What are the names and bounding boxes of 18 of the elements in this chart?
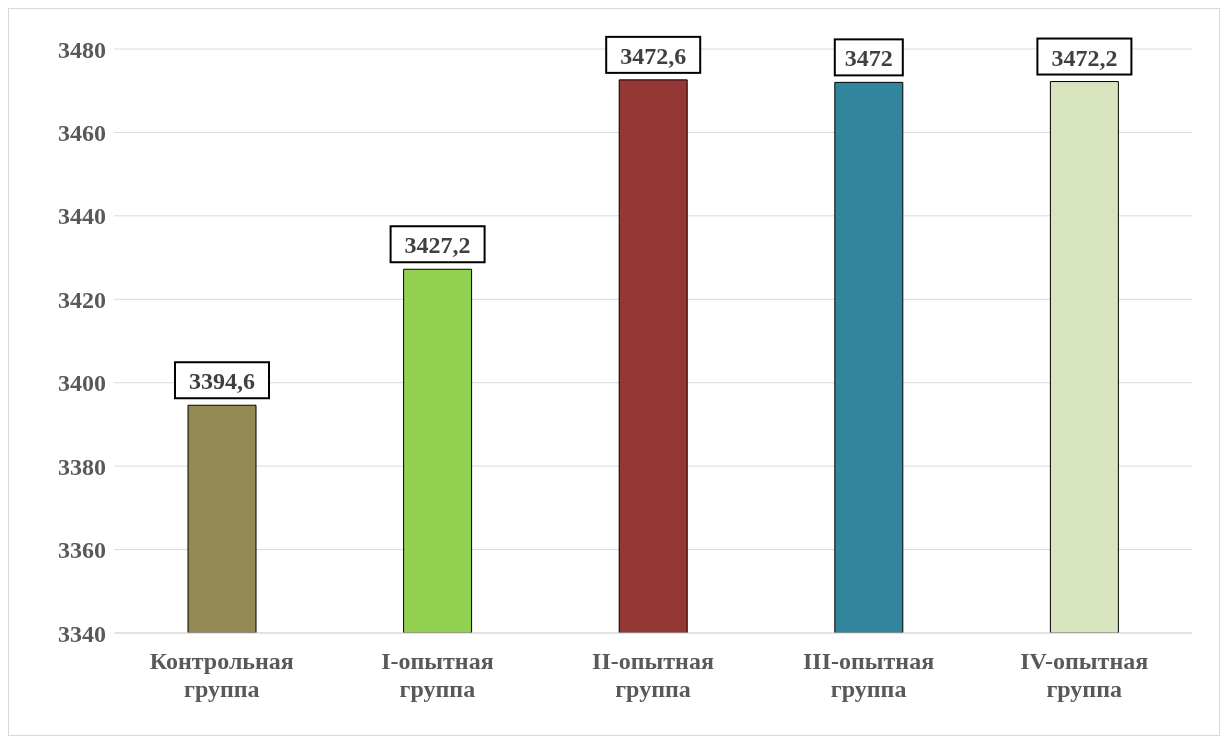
data-label: 3472 xyxy=(844,45,893,72)
y-tick-label: 3360 xyxy=(58,537,106,564)
y-tick-label: 3380 xyxy=(58,453,106,480)
y-tick-label: 3400 xyxy=(58,370,106,397)
x-tick-label: I-опытная группа xyxy=(381,648,494,702)
data-label: 3427,2 xyxy=(404,232,471,259)
x-tick-label: IV-опытная группа xyxy=(1020,648,1149,702)
y-tick-label: 3340 xyxy=(58,620,106,647)
data-label: 3394,6 xyxy=(189,368,255,395)
x-tick-label: II-опытная группа xyxy=(592,648,714,702)
y-tick-label: 3420 xyxy=(58,286,106,313)
y-tick-label: 3460 xyxy=(58,119,106,146)
y-tick-label: 3480 xyxy=(58,36,106,63)
data-label: 3472,6 xyxy=(620,42,687,69)
y-tick-label: 3440 xyxy=(58,203,106,230)
x-tick-label: III-опытная группа xyxy=(803,648,935,702)
x-tick-label: Контрольная группа xyxy=(149,648,294,702)
data-label: 3472,2 xyxy=(1051,44,1118,71)
